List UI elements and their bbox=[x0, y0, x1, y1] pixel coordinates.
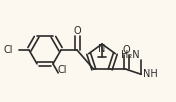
Text: Cl: Cl bbox=[3, 45, 13, 55]
Text: Cl: Cl bbox=[57, 65, 67, 75]
Text: N: N bbox=[98, 44, 106, 54]
Text: NH: NH bbox=[143, 69, 158, 79]
Text: O: O bbox=[122, 45, 130, 55]
Text: H₂N: H₂N bbox=[121, 50, 139, 60]
Text: O: O bbox=[73, 26, 81, 36]
